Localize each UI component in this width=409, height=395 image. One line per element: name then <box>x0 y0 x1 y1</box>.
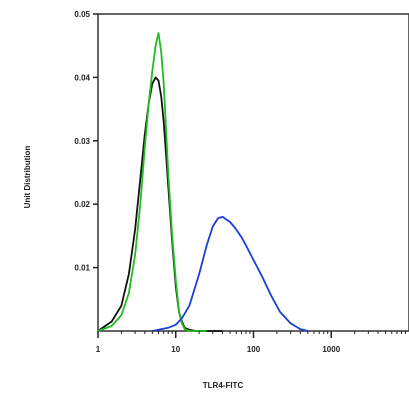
x-tick-label: 1000 <box>322 345 340 354</box>
y-tick-label: 0.02 <box>74 200 90 209</box>
plot-frame <box>97 13 409 332</box>
x-tick-label: 100 <box>247 345 261 354</box>
plot-area <box>97 13 409 332</box>
series-line-3 <box>152 215 309 332</box>
y-tick-label: 0.01 <box>74 264 90 273</box>
x-tick-label: 10 <box>171 345 180 354</box>
series-layer <box>97 32 309 332</box>
y-tick-label: 0.03 <box>74 137 90 146</box>
series-line-1 <box>97 76 223 332</box>
y-tick-label: 0.05 <box>74 10 90 19</box>
y-tick-label: 0.04 <box>74 73 90 82</box>
x-tick-label: 1 <box>96 345 101 354</box>
series-line-2 <box>97 32 207 332</box>
axes: 0.01 0.02 0.03 0.04 0.05 1 10 100 1000 <box>74 10 406 354</box>
y-axis-title: Unit Distribution <box>23 146 32 209</box>
x-axis-title: TLR4-FITC <box>203 381 244 390</box>
